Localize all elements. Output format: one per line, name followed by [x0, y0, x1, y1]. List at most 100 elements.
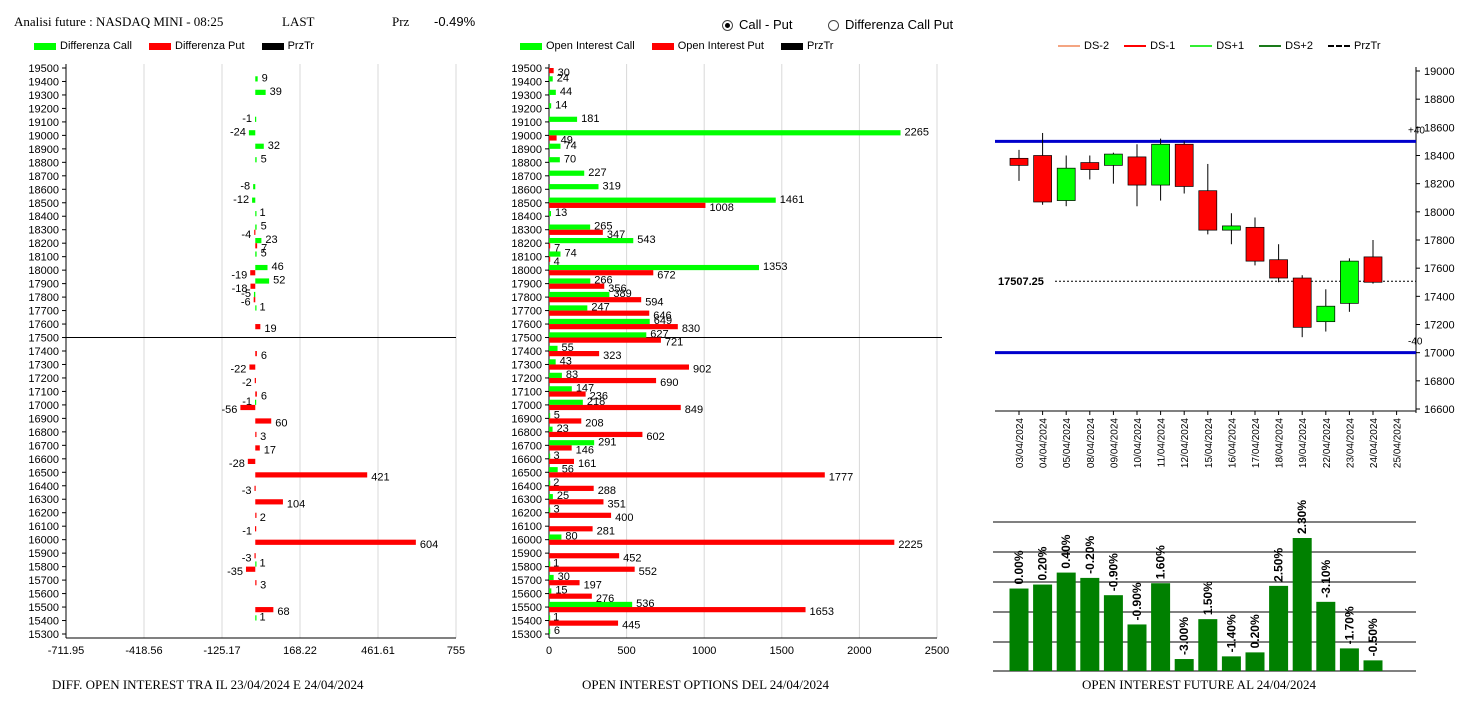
- bar-value-label: 52: [273, 275, 285, 287]
- y-tick-label: 16100: [28, 521, 59, 533]
- bar-put: [549, 256, 551, 262]
- radio-diff-call-put[interactable]: Differenza Call Put: [828, 17, 953, 32]
- bar-value-label: 1: [260, 558, 266, 570]
- legend-1-item-1: Differenza Put: [175, 40, 245, 52]
- y-tick-label: 18900: [511, 144, 542, 156]
- y-tick-label: 17700: [28, 306, 59, 318]
- bar-call: [549, 264, 759, 271]
- bar-value-label: 902: [693, 364, 711, 376]
- y-tick-label: 19000: [1424, 66, 1455, 78]
- bar-put: [250, 270, 256, 276]
- x-tick-label: 10/04/2024: [1133, 418, 1144, 468]
- bar-value-label: -24: [230, 126, 246, 138]
- x-tick-label: -125.17: [203, 645, 240, 657]
- header-title: Analisi future : NASDAQ MINI - 08:25: [14, 14, 224, 29]
- upper-band-label: +40: [1408, 125, 1425, 136]
- bar-value-label: 2: [260, 512, 266, 524]
- legend-swatch-oi-put: [651, 42, 674, 50]
- x-tick-label: 11/04/2024: [1157, 418, 1168, 468]
- bar-value-label: -19: [231, 269, 247, 281]
- y-tick-label: 17400: [1424, 291, 1455, 303]
- bar-call: [549, 116, 578, 122]
- bar-put: [549, 445, 572, 451]
- legend-2-item-2: PrzTr: [807, 40, 834, 52]
- bar-call: [253, 184, 256, 190]
- x-tick-label: 2000: [847, 645, 871, 657]
- bar-future-oi: [1103, 595, 1123, 671]
- y-tick-label: 17500: [511, 333, 542, 345]
- bar-put: [549, 593, 592, 599]
- candle-up: [1151, 143, 1170, 186]
- bar-put: [549, 404, 681, 411]
- y-tick-label: 19200: [28, 103, 59, 115]
- x-tick-label: 18/04/2024: [1275, 418, 1286, 468]
- bar-value-label: -5: [241, 288, 251, 300]
- bar-future-oi: [1080, 577, 1100, 671]
- x-tick-label: 168.22: [283, 645, 317, 657]
- radio-call-put[interactable]: Call - Put: [722, 17, 792, 32]
- bar-put: [549, 229, 603, 235]
- bar-call: [549, 197, 776, 203]
- bar-value-label: 281: [597, 525, 615, 537]
- y-tick-label: 15400: [511, 616, 542, 628]
- y-tick-label: 15800: [511, 562, 542, 574]
- caption-diff-open-interest: DIFF. OPEN INTEREST TRA IL 23/04/2024 E …: [52, 677, 364, 692]
- bar-future-oi: [1033, 584, 1053, 671]
- y-tick-label: 17300: [511, 359, 542, 371]
- y-tick-label: 16400: [511, 481, 542, 493]
- bar-call: [549, 251, 561, 257]
- y-tick-label: 16600: [1424, 404, 1455, 416]
- bar-call: [549, 305, 588, 311]
- last-label: LAST: [282, 14, 315, 29]
- y-tick-label: 17600: [511, 319, 542, 331]
- bar-put: [549, 580, 580, 586]
- x-tick-label: 461.61: [361, 645, 395, 657]
- bar-value-label: 356: [608, 283, 626, 295]
- bar-value-label: 1.50%: [1201, 581, 1215, 615]
- bar-value-label: 602: [646, 431, 664, 443]
- x-tick-label: 755: [447, 645, 465, 657]
- bar-value-label: -22: [231, 364, 247, 376]
- x-tick-label: 2500: [925, 645, 949, 657]
- bar-value-label: 323: [603, 350, 621, 362]
- bar-put: [254, 229, 256, 235]
- radio-unselected-icon: [828, 20, 839, 32]
- y-tick-label: 16600: [28, 454, 59, 466]
- bar-call: [549, 615, 551, 621]
- bar-call: [549, 345, 558, 351]
- bar-call: [549, 467, 558, 473]
- bar-put: [249, 364, 256, 370]
- chart-candlestick-future: 19000 18800 18600 18400 18200 18000 17800 17600…: [995, 66, 1455, 468]
- bar-value-label: -1: [242, 525, 252, 537]
- bar-value-label: 3: [553, 450, 559, 462]
- bar-call: [549, 224, 591, 230]
- bar-value-label: -3.10%: [1319, 559, 1333, 597]
- y-tick-label: 17000: [1424, 348, 1455, 360]
- y-tick-label: 18000: [1424, 207, 1455, 219]
- y-tick-label: 15600: [28, 589, 59, 601]
- bar-value-label: 39: [270, 86, 282, 98]
- bar-value-label: 9: [262, 72, 268, 84]
- bar-call: [549, 359, 556, 365]
- bar-value-label: 445: [622, 620, 640, 632]
- bar-value-label: -28: [229, 458, 245, 470]
- legend-line-prztr: [1328, 45, 1351, 48]
- bar-put: [255, 539, 416, 545]
- bar-value-label: 208: [585, 418, 603, 430]
- lower-band-label: -40: [1408, 337, 1423, 348]
- bar-value-label: 5: [261, 153, 267, 165]
- bar-put: [255, 351, 257, 357]
- x-tick-label: 05/04/2024: [1062, 418, 1073, 468]
- bar-put: [255, 512, 257, 518]
- legend-2-item-1: Open Interest Put: [677, 40, 764, 52]
- bar-put: [549, 202, 706, 208]
- bar-value-label: 44: [560, 86, 572, 98]
- y-tick-label: 18100: [511, 252, 542, 264]
- y-tick-label: 17100: [511, 386, 542, 398]
- y-tick-label: 17000: [511, 400, 542, 412]
- bar-put: [250, 283, 256, 289]
- y-tick-label: 19200: [511, 103, 542, 115]
- bar-put: [549, 607, 806, 613]
- bar-call: [549, 588, 552, 594]
- candle-up: [1340, 260, 1359, 304]
